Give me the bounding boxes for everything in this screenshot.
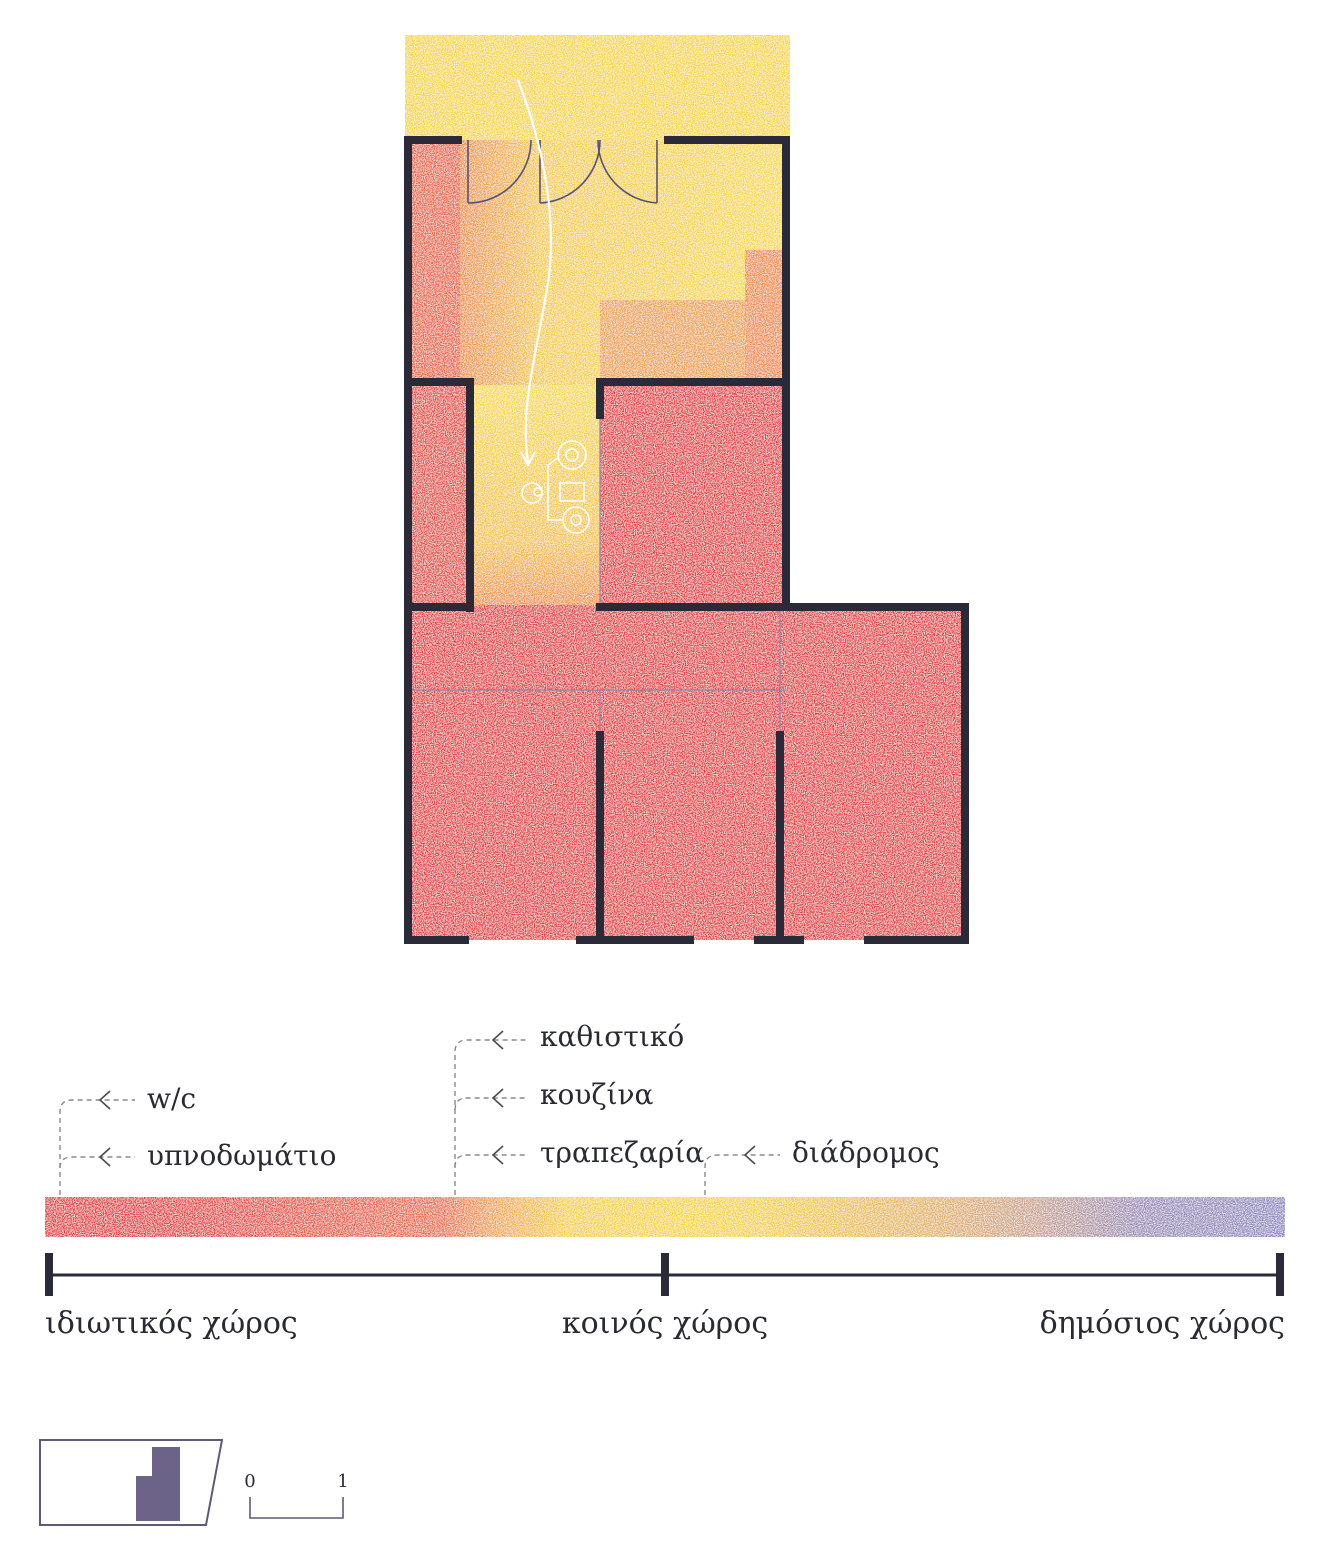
site-minimap-icon — [39, 1439, 224, 1526]
label-dining: τραπεζαρία — [540, 1136, 704, 1169]
label-kitchen: κουζίνα — [540, 1078, 654, 1111]
arrow-left-icon — [491, 1145, 504, 1165]
label-bedroom: υπνοδωμάτιο — [147, 1139, 336, 1172]
label-common-space: κοινός χώρος — [562, 1306, 768, 1341]
label-wc: w/c — [147, 1082, 196, 1115]
hall-edge-right — [745, 250, 785, 385]
entry-path-arrow-icon — [516, 79, 553, 468]
heat-fields — [405, 35, 965, 940]
living-zone — [410, 605, 965, 940]
scale-bar: 0 1 — [244, 1471, 349, 1519]
arrow-icons — [98, 1030, 756, 1167]
figures-icon — [521, 440, 590, 534]
wc-zone — [410, 385, 470, 610]
arrow-left-icon — [491, 1030, 504, 1050]
scale-start: 0 — [244, 1471, 255, 1492]
label-private-space: ιδιωτικός χώρος — [45, 1306, 298, 1341]
label-corridor: διάδρομος — [792, 1136, 940, 1169]
door-swing-icon — [467, 139, 658, 204]
privacy-axis — [45, 1253, 1284, 1296]
entry-zone — [405, 35, 790, 140]
arrow-left-icon — [491, 1088, 504, 1108]
arrow-left-icon — [98, 1090, 111, 1110]
arrow-left-icon — [743, 1145, 756, 1165]
scale-end: 1 — [337, 1471, 348, 1492]
privacy-gradient-bar — [45, 1197, 1285, 1237]
walls — [404, 136, 969, 944]
label-living: καθιστικό — [540, 1020, 684, 1053]
label-public-space: δημόσιος χώρος — [1040, 1306, 1285, 1341]
bedroom-zone — [600, 385, 785, 605]
legend-leaders — [59, 1039, 780, 1195]
hall-edge-left — [410, 140, 460, 385]
arrow-left-icon — [98, 1147, 111, 1167]
corridor-zone — [470, 385, 600, 610]
